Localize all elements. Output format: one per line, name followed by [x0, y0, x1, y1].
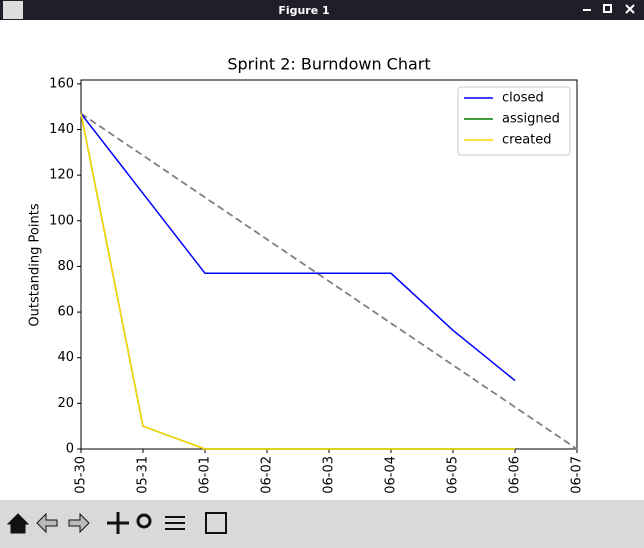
x-tick-label: 06-07: [570, 456, 585, 494]
save-button[interactable]: [205, 512, 227, 534]
y-tick-label: 80: [57, 259, 74, 274]
legend-label: assigned: [502, 112, 560, 127]
x-tick-label: 06-02: [260, 456, 275, 494]
x-tick-label: 05-30: [74, 456, 89, 494]
y-tick-label: 100: [49, 213, 74, 228]
toolbar: [0, 500, 644, 548]
x-tick-label: 06-05: [446, 456, 461, 494]
configure-button[interactable]: [165, 516, 185, 530]
x-tick-label: 06-04: [384, 456, 399, 494]
legend-label: created: [502, 133, 552, 148]
y-tick-label: 40: [57, 350, 74, 365]
y-tick-label: 160: [49, 76, 74, 91]
x-tick-label: 06-01: [198, 456, 213, 494]
y-tick-label: 0: [66, 442, 74, 457]
y-axis-label: Outstanding Points: [28, 203, 43, 326]
x-tick-label: 05-31: [136, 456, 151, 494]
y-tick-label: 120: [49, 168, 74, 183]
y-tick-label: 20: [57, 396, 74, 411]
maximize-button[interactable]: [603, 4, 612, 13]
zoom-button[interactable]: [136, 513, 152, 529]
window-title: Figure 1: [278, 4, 329, 17]
app-icon: [3, 1, 23, 19]
y-tick-label: 140: [49, 122, 74, 137]
reference-line: [80, 112, 578, 450]
legend-box: [457, 86, 571, 156]
chart-title: Sprint 2: Burndown Chart: [227, 55, 430, 74]
series-line: [80, 113, 515, 450]
close-button[interactable]: [625, 4, 635, 14]
pan-button[interactable]: [107, 512, 129, 534]
legend-label: closed: [502, 91, 544, 106]
y-tick-label: 60: [57, 305, 74, 320]
title-bar: [0, 0, 644, 20]
home-button[interactable]: [6, 513, 30, 534]
x-tick-label: 06-03: [322, 456, 337, 494]
forward-button[interactable]: [68, 512, 90, 534]
series-line: [80, 113, 516, 382]
x-tick-label: 06-06: [508, 456, 523, 494]
back-button[interactable]: [36, 512, 58, 534]
